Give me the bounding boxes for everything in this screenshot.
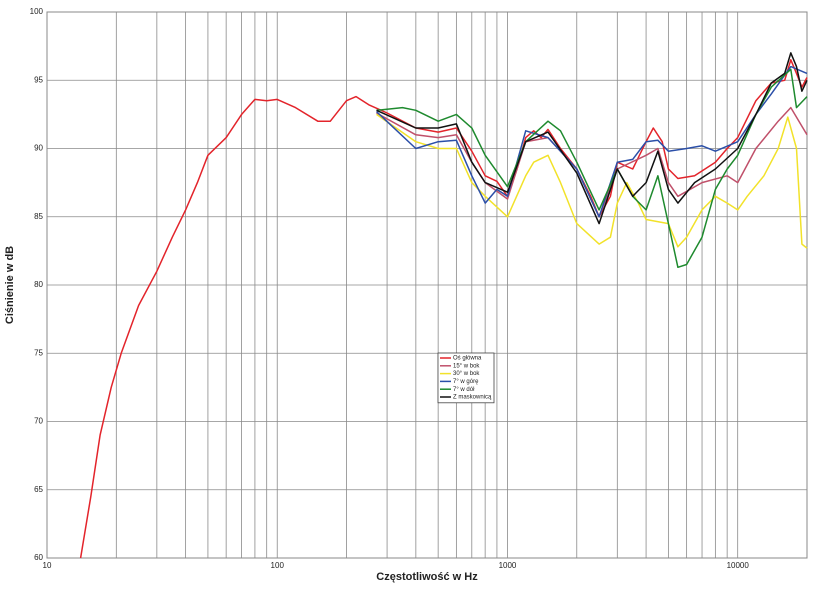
legend-label: Oś główna [453, 356, 482, 362]
y-tick-label: 60 [34, 553, 43, 562]
y-tick-label: 100 [30, 7, 44, 16]
y-tick-label: 95 [34, 75, 43, 84]
legend-label: Z maskownicą [453, 395, 492, 401]
x-tick-label: 10000 [727, 561, 750, 570]
legend-label: 15° w bok [453, 363, 480, 369]
x-tick-label: 1000 [499, 561, 517, 570]
legend-label: 7° w górę [453, 379, 479, 385]
legend-label: 7° w dół [453, 387, 475, 393]
y-axis-label: Ciśnienie w dB [4, 246, 16, 324]
y-tick-label: 70 [34, 417, 43, 426]
series-line [376, 52, 808, 225]
x-axis-label: Częstotliwość w Hz [376, 571, 478, 583]
legend-box [437, 352, 495, 404]
y-tick-label: 85 [34, 212, 43, 221]
y-tick-label: 75 [34, 348, 43, 357]
series-line [79, 59, 808, 559]
y-tick-label: 65 [34, 485, 43, 494]
series-line [375, 65, 808, 218]
x-tick-label: 10 [43, 561, 52, 570]
y-tick-label: 90 [34, 144, 43, 153]
y-tick-label: 80 [34, 280, 43, 289]
x-tick-label: 100 [271, 561, 285, 570]
legend-label: 30° w bok [453, 371, 480, 377]
